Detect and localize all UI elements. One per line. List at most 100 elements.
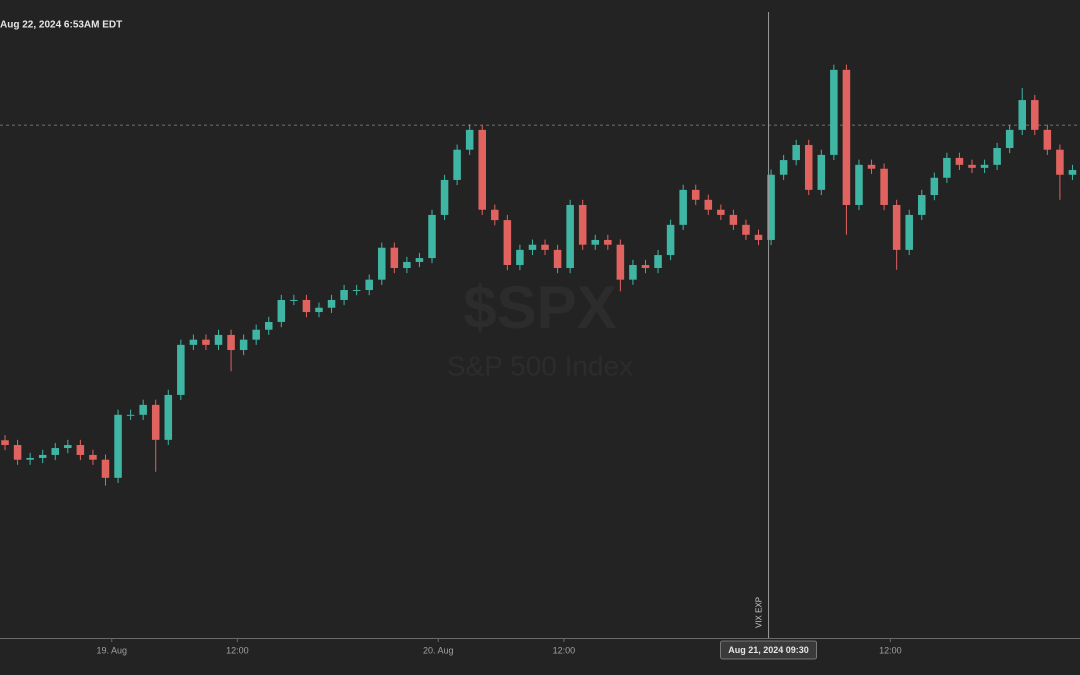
candle-body — [1, 440, 9, 446]
candle-body — [1068, 170, 1077, 175]
candle-body — [779, 160, 788, 175]
candle-body — [817, 154, 826, 190]
candle-body — [578, 204, 587, 245]
candle-body — [591, 239, 600, 245]
candle-body — [1005, 129, 1014, 148]
candle-body — [13, 445, 22, 460]
candle-body — [503, 220, 512, 265]
candle-body — [51, 448, 60, 455]
candle-body — [214, 334, 223, 345]
candle-body — [365, 279, 373, 291]
candle-body — [1018, 100, 1026, 130]
candle-body — [629, 264, 637, 280]
candle-body — [616, 244, 625, 280]
candle-body — [566, 204, 574, 269]
candle-body — [943, 157, 951, 178]
candle-body — [880, 168, 888, 205]
candle-body — [528, 244, 537, 250]
candle-body — [38, 454, 47, 458]
candle-body — [89, 454, 97, 460]
candle-body — [227, 334, 235, 351]
candle-body — [729, 214, 738, 225]
candle-body — [378, 247, 386, 280]
candle-body — [1056, 149, 1064, 175]
candle-body — [654, 255, 662, 269]
watermark-symbol: $SPX — [463, 274, 616, 341]
candle-body — [830, 69, 838, 155]
candle-body — [403, 261, 411, 269]
candle-body — [892, 204, 901, 250]
candle-body — [767, 174, 775, 240]
timestamp: Aug 22, 2024 6:53AM EDT — [0, 20, 122, 31]
candle-body — [390, 247, 399, 269]
candle-body — [604, 239, 612, 245]
candle-body — [641, 264, 650, 269]
candle-body — [151, 404, 160, 440]
candle-body — [189, 339, 198, 345]
candle-body — [177, 344, 185, 395]
candle-body — [930, 177, 939, 196]
candle-body — [164, 394, 173, 440]
candle-body — [1031, 100, 1039, 130]
candle-body — [415, 258, 424, 262]
candle-body — [955, 157, 964, 165]
candle-body — [541, 244, 549, 250]
candle-body — [792, 144, 800, 161]
watermark-name: S&P 500 Index — [447, 350, 633, 381]
candle-body — [842, 69, 851, 205]
candle-body — [1043, 129, 1052, 150]
candle-body — [340, 290, 348, 300]
x-tick-label: 12:00 — [553, 645, 576, 655]
candle-body — [202, 339, 210, 345]
candle-body — [239, 339, 248, 351]
candle-body — [139, 404, 147, 415]
candle-body — [666, 224, 675, 256]
candle-body — [516, 249, 524, 265]
candle-body — [704, 199, 713, 210]
candle-body — [290, 299, 298, 301]
x-tick-label: 12:00 — [879, 645, 902, 655]
candle-body — [968, 164, 976, 168]
candle-body — [76, 445, 85, 455]
candle-body — [905, 214, 913, 250]
candle-body — [64, 445, 72, 449]
candle-body — [465, 129, 474, 150]
candle-body — [315, 307, 323, 313]
candle-body — [26, 457, 34, 460]
candle-body — [478, 129, 486, 210]
candle-body — [691, 189, 700, 200]
candle-body — [553, 249, 562, 269]
candle-body — [679, 189, 687, 225]
candle-body — [440, 179, 449, 215]
candle-body — [327, 299, 336, 308]
candle-body — [352, 290, 361, 292]
x-tick-label: 12:00 — [226, 645, 249, 655]
candle-body — [717, 209, 725, 215]
candle-body — [980, 164, 989, 168]
annotation-label: VIX EXP — [755, 597, 764, 628]
candle-body — [453, 149, 461, 180]
candle-body — [855, 164, 863, 205]
candle-body — [804, 144, 813, 190]
candle-body — [867, 164, 876, 169]
x-tick-label: 19. Aug — [97, 645, 128, 655]
candle-body — [114, 414, 122, 478]
candle-body — [302, 299, 311, 313]
candle-body — [918, 195, 926, 215]
candle-body — [264, 321, 273, 330]
candle-body — [491, 209, 499, 221]
candle-body — [754, 234, 763, 240]
candle-body — [126, 414, 135, 416]
candle-body — [101, 459, 110, 478]
candle-body — [277, 299, 286, 322]
crosshair-tooltip-box — [720, 640, 817, 660]
x-tick-label: 20. Aug — [423, 645, 454, 655]
candle-body — [993, 147, 1001, 165]
candle-body — [252, 329, 260, 340]
candle-body — [742, 224, 750, 235]
crosshair-tooltip-label: Aug 21, 2024 09:30 — [728, 645, 809, 655]
candle-body — [428, 214, 436, 259]
